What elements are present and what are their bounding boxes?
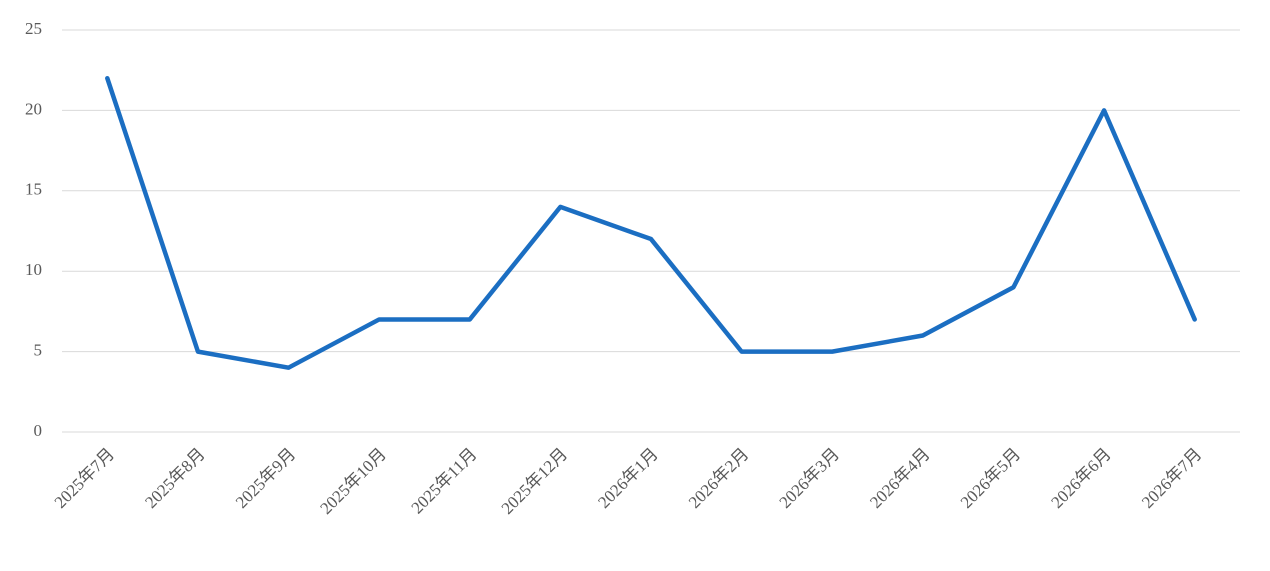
x-tick-label: 2026年1月 [594,444,662,512]
x-tick-label: 2026年4月 [866,444,934,512]
x-tick-label: 2025年12月 [498,444,572,518]
y-tick-label: 15 [25,180,42,199]
x-tick-label: 2026年3月 [776,444,844,512]
y-tick-label: 10 [25,260,42,279]
x-tick-label: 2026年6月 [1047,444,1115,512]
y-tick-label: 5 [34,341,43,360]
x-tick-label: 2025年11月 [408,444,481,517]
y-tick-label: 25 [25,19,42,38]
x-tick-label: 2025年8月 [141,444,209,512]
x-tick-label: 2026年2月 [685,444,753,512]
x-tick-label: 2025年10月 [316,444,390,518]
x-tick-label: 2025年7月 [51,444,119,512]
data-line [105,75,1197,370]
y-tick-label: 0 [34,421,43,440]
x-tick-label: 2026年7月 [1138,444,1206,512]
y-tick-label: 20 [25,99,42,118]
x-tick-label: 2026年5月 [957,444,1025,512]
x-tick-label: 2025年9月 [232,444,300,512]
